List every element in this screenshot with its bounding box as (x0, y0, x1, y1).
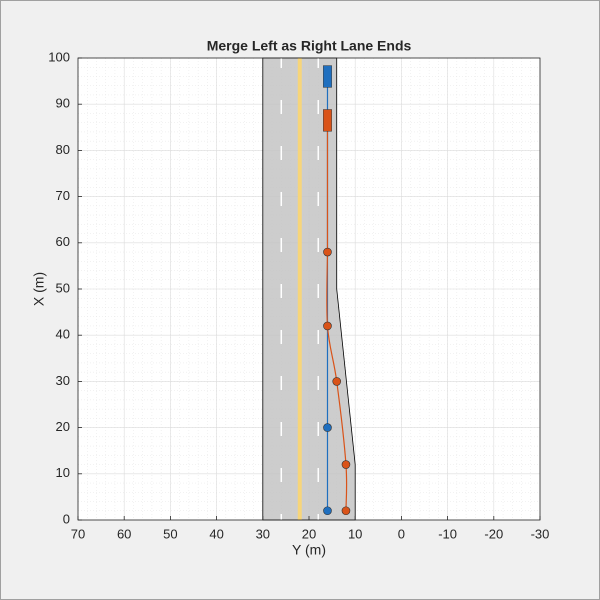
y-tick-label: 70 (56, 188, 70, 203)
x-tick-label: 50 (163, 526, 177, 541)
waypoint (341, 460, 351, 469)
y-tick-label: 90 (56, 96, 70, 111)
waypoint (341, 506, 351, 516)
waypoint (323, 247, 332, 257)
waypoint (323, 506, 332, 516)
y-tick-label: 80 (56, 142, 70, 157)
waypoint (323, 423, 332, 432)
y-tick-label: 10 (56, 465, 70, 480)
y-tick-label: 30 (56, 373, 70, 388)
y-tick-label: 60 (56, 234, 70, 249)
x-tick-label: 20 (302, 526, 316, 541)
x-tick-label: 60 (117, 526, 131, 541)
vehicle (323, 109, 332, 132)
x-tick-label: 40 (209, 526, 223, 541)
y-tick-label: 0 (63, 511, 70, 526)
x-tick-label: -30 (531, 526, 550, 541)
x-axis-label: Y (m) (292, 542, 326, 558)
y-axis-label: X (m) (31, 272, 47, 306)
plot-area (262, 57, 356, 521)
x-tick-label: -10 (438, 526, 457, 541)
y-tick-label: 50 (56, 280, 70, 295)
waypoint (323, 321, 332, 331)
x-tick-label: 10 (348, 526, 362, 541)
y-tick-label: 40 (56, 327, 70, 342)
vehicle (323, 65, 332, 88)
x-tick-label: 0 (398, 526, 405, 541)
y-tick-label: 20 (56, 419, 70, 434)
y-tick-label: 100 (48, 49, 70, 64)
waypoint (332, 377, 342, 386)
x-tick-label: 70 (71, 526, 85, 541)
x-tick-label: 30 (256, 526, 270, 541)
ticks: 70 60 50 40 30 20 10 0 -10 -20 -300102030405060708… (48, 49, 549, 541)
chart-title: Merge Left as Right Lane Ends (207, 38, 412, 54)
x-tick-label: -20 (484, 526, 503, 541)
